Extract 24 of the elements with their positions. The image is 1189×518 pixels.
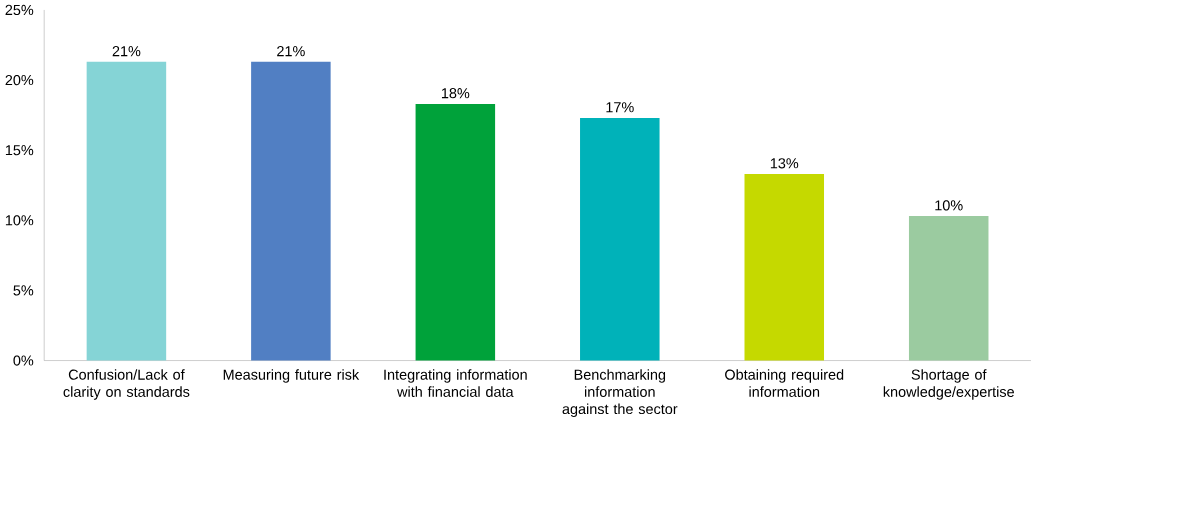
y-tick-label: 10% — [5, 215, 34, 226]
x-tick-label: Benchmarking information against the sector — [562, 369, 678, 418]
bar — [908, 216, 989, 361]
y-tick-label: 5% — [13, 285, 34, 296]
x-tick-label: Confusion/Lack of clarity on standards — [63, 369, 190, 400]
bar — [86, 62, 167, 361]
x-tick-label: Shortage of knowledge/expertise — [883, 369, 1014, 400]
x-tick-label: Measuring future risk — [223, 369, 360, 383]
x-tick-label: Obtaining required information — [725, 369, 844, 398]
y-tick-label: 0% — [13, 355, 34, 366]
bar — [415, 104, 496, 361]
data-label: 10% — [935, 200, 963, 211]
bar — [744, 174, 825, 361]
data-label: 17% — [606, 102, 634, 113]
data-label: 18% — [441, 88, 470, 99]
y-tick-label: 25% — [5, 5, 34, 16]
data-label: 21% — [112, 46, 141, 57]
y-tick-label: 20% — [5, 75, 34, 86]
x-tick-label: Integrating information with financial data — [384, 369, 527, 398]
bar — [251, 62, 331, 361]
bar — [580, 118, 660, 361]
data-label: 13% — [770, 158, 799, 169]
y-tick-label: 15% — [5, 145, 34, 156]
data-label: 21% — [277, 46, 305, 57]
